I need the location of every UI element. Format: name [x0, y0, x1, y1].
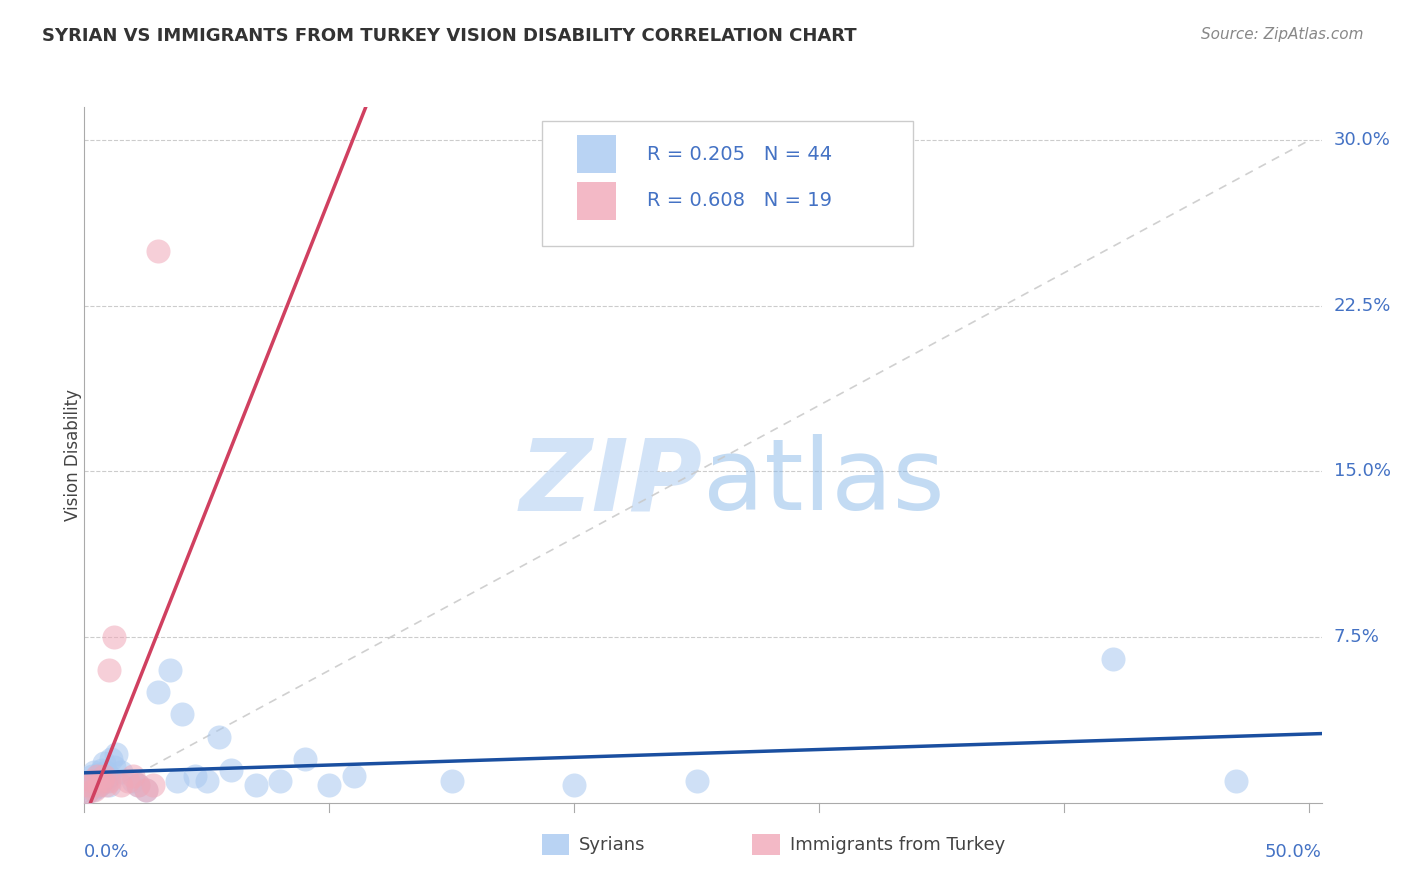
Y-axis label: Vision Disability: Vision Disability	[65, 389, 82, 521]
Point	[93, 769, 115, 783]
FancyBboxPatch shape	[576, 182, 616, 220]
Point	[96, 778, 118, 792]
Point	[122, 769, 145, 783]
Point	[97, 663, 120, 677]
Point	[90, 773, 112, 788]
Point	[86, 769, 108, 783]
Point	[87, 778, 110, 792]
Point	[76, 785, 98, 799]
Point	[1225, 773, 1247, 788]
Point	[77, 773, 100, 788]
Point	[122, 773, 145, 788]
Point	[76, 785, 98, 799]
Point	[142, 778, 165, 792]
Text: R = 0.205   N = 44: R = 0.205 N = 44	[647, 145, 832, 164]
Point	[97, 778, 120, 792]
Point	[100, 751, 122, 765]
Point	[166, 773, 188, 788]
FancyBboxPatch shape	[752, 834, 780, 855]
Point	[127, 778, 149, 792]
Text: 0.0%: 0.0%	[84, 843, 129, 861]
Point	[294, 751, 316, 765]
Point	[83, 782, 105, 797]
Point	[208, 730, 231, 744]
Point	[87, 778, 110, 792]
FancyBboxPatch shape	[576, 136, 616, 173]
Point	[87, 767, 110, 781]
Point	[80, 773, 103, 788]
Text: 22.5%: 22.5%	[1334, 297, 1392, 315]
Point	[195, 773, 218, 788]
Point	[96, 764, 118, 779]
Point	[172, 707, 194, 722]
Point	[135, 782, 157, 797]
Text: 30.0%: 30.0%	[1334, 131, 1391, 149]
Point	[97, 769, 120, 783]
Point	[83, 764, 105, 779]
Point	[103, 630, 125, 644]
Text: R = 0.608   N = 19: R = 0.608 N = 19	[647, 192, 832, 211]
Point	[269, 773, 291, 788]
Point	[93, 769, 115, 783]
Point	[80, 769, 103, 783]
Text: 7.5%: 7.5%	[1334, 628, 1379, 646]
Point	[440, 773, 463, 788]
Text: Source: ZipAtlas.com: Source: ZipAtlas.com	[1201, 27, 1364, 42]
Point	[117, 773, 139, 788]
Point	[146, 685, 169, 699]
Point	[97, 773, 120, 788]
Text: atlas: atlas	[703, 434, 945, 532]
Point	[86, 780, 108, 795]
Point	[77, 778, 100, 792]
Point	[110, 764, 132, 779]
Point	[221, 763, 243, 777]
Point	[105, 747, 128, 762]
Text: Immigrants from Turkey: Immigrants from Turkey	[790, 836, 1005, 854]
Point	[103, 760, 125, 774]
Point	[245, 778, 267, 792]
FancyBboxPatch shape	[543, 121, 914, 246]
Point	[77, 778, 100, 792]
Point	[183, 769, 205, 783]
Text: 50.0%: 50.0%	[1265, 843, 1322, 861]
FancyBboxPatch shape	[543, 834, 569, 855]
Point	[96, 773, 118, 788]
Point	[146, 244, 169, 258]
Point	[564, 778, 586, 792]
Point	[110, 778, 132, 792]
Point	[159, 663, 181, 677]
Point	[686, 773, 709, 788]
Text: 15.0%: 15.0%	[1334, 462, 1391, 481]
Text: ZIP: ZIP	[520, 434, 703, 532]
Point	[1102, 652, 1125, 666]
Point	[90, 763, 112, 777]
Text: Syrians: Syrians	[579, 836, 645, 854]
Point	[93, 756, 115, 770]
Point	[318, 778, 340, 792]
Point	[83, 776, 105, 790]
Point	[80, 782, 103, 797]
Text: SYRIAN VS IMMIGRANTS FROM TURKEY VISION DISABILITY CORRELATION CHART: SYRIAN VS IMMIGRANTS FROM TURKEY VISION …	[42, 27, 856, 45]
Point	[343, 769, 366, 783]
Point	[135, 782, 157, 797]
Point	[90, 773, 112, 788]
Point	[86, 772, 108, 786]
Point	[127, 778, 149, 792]
